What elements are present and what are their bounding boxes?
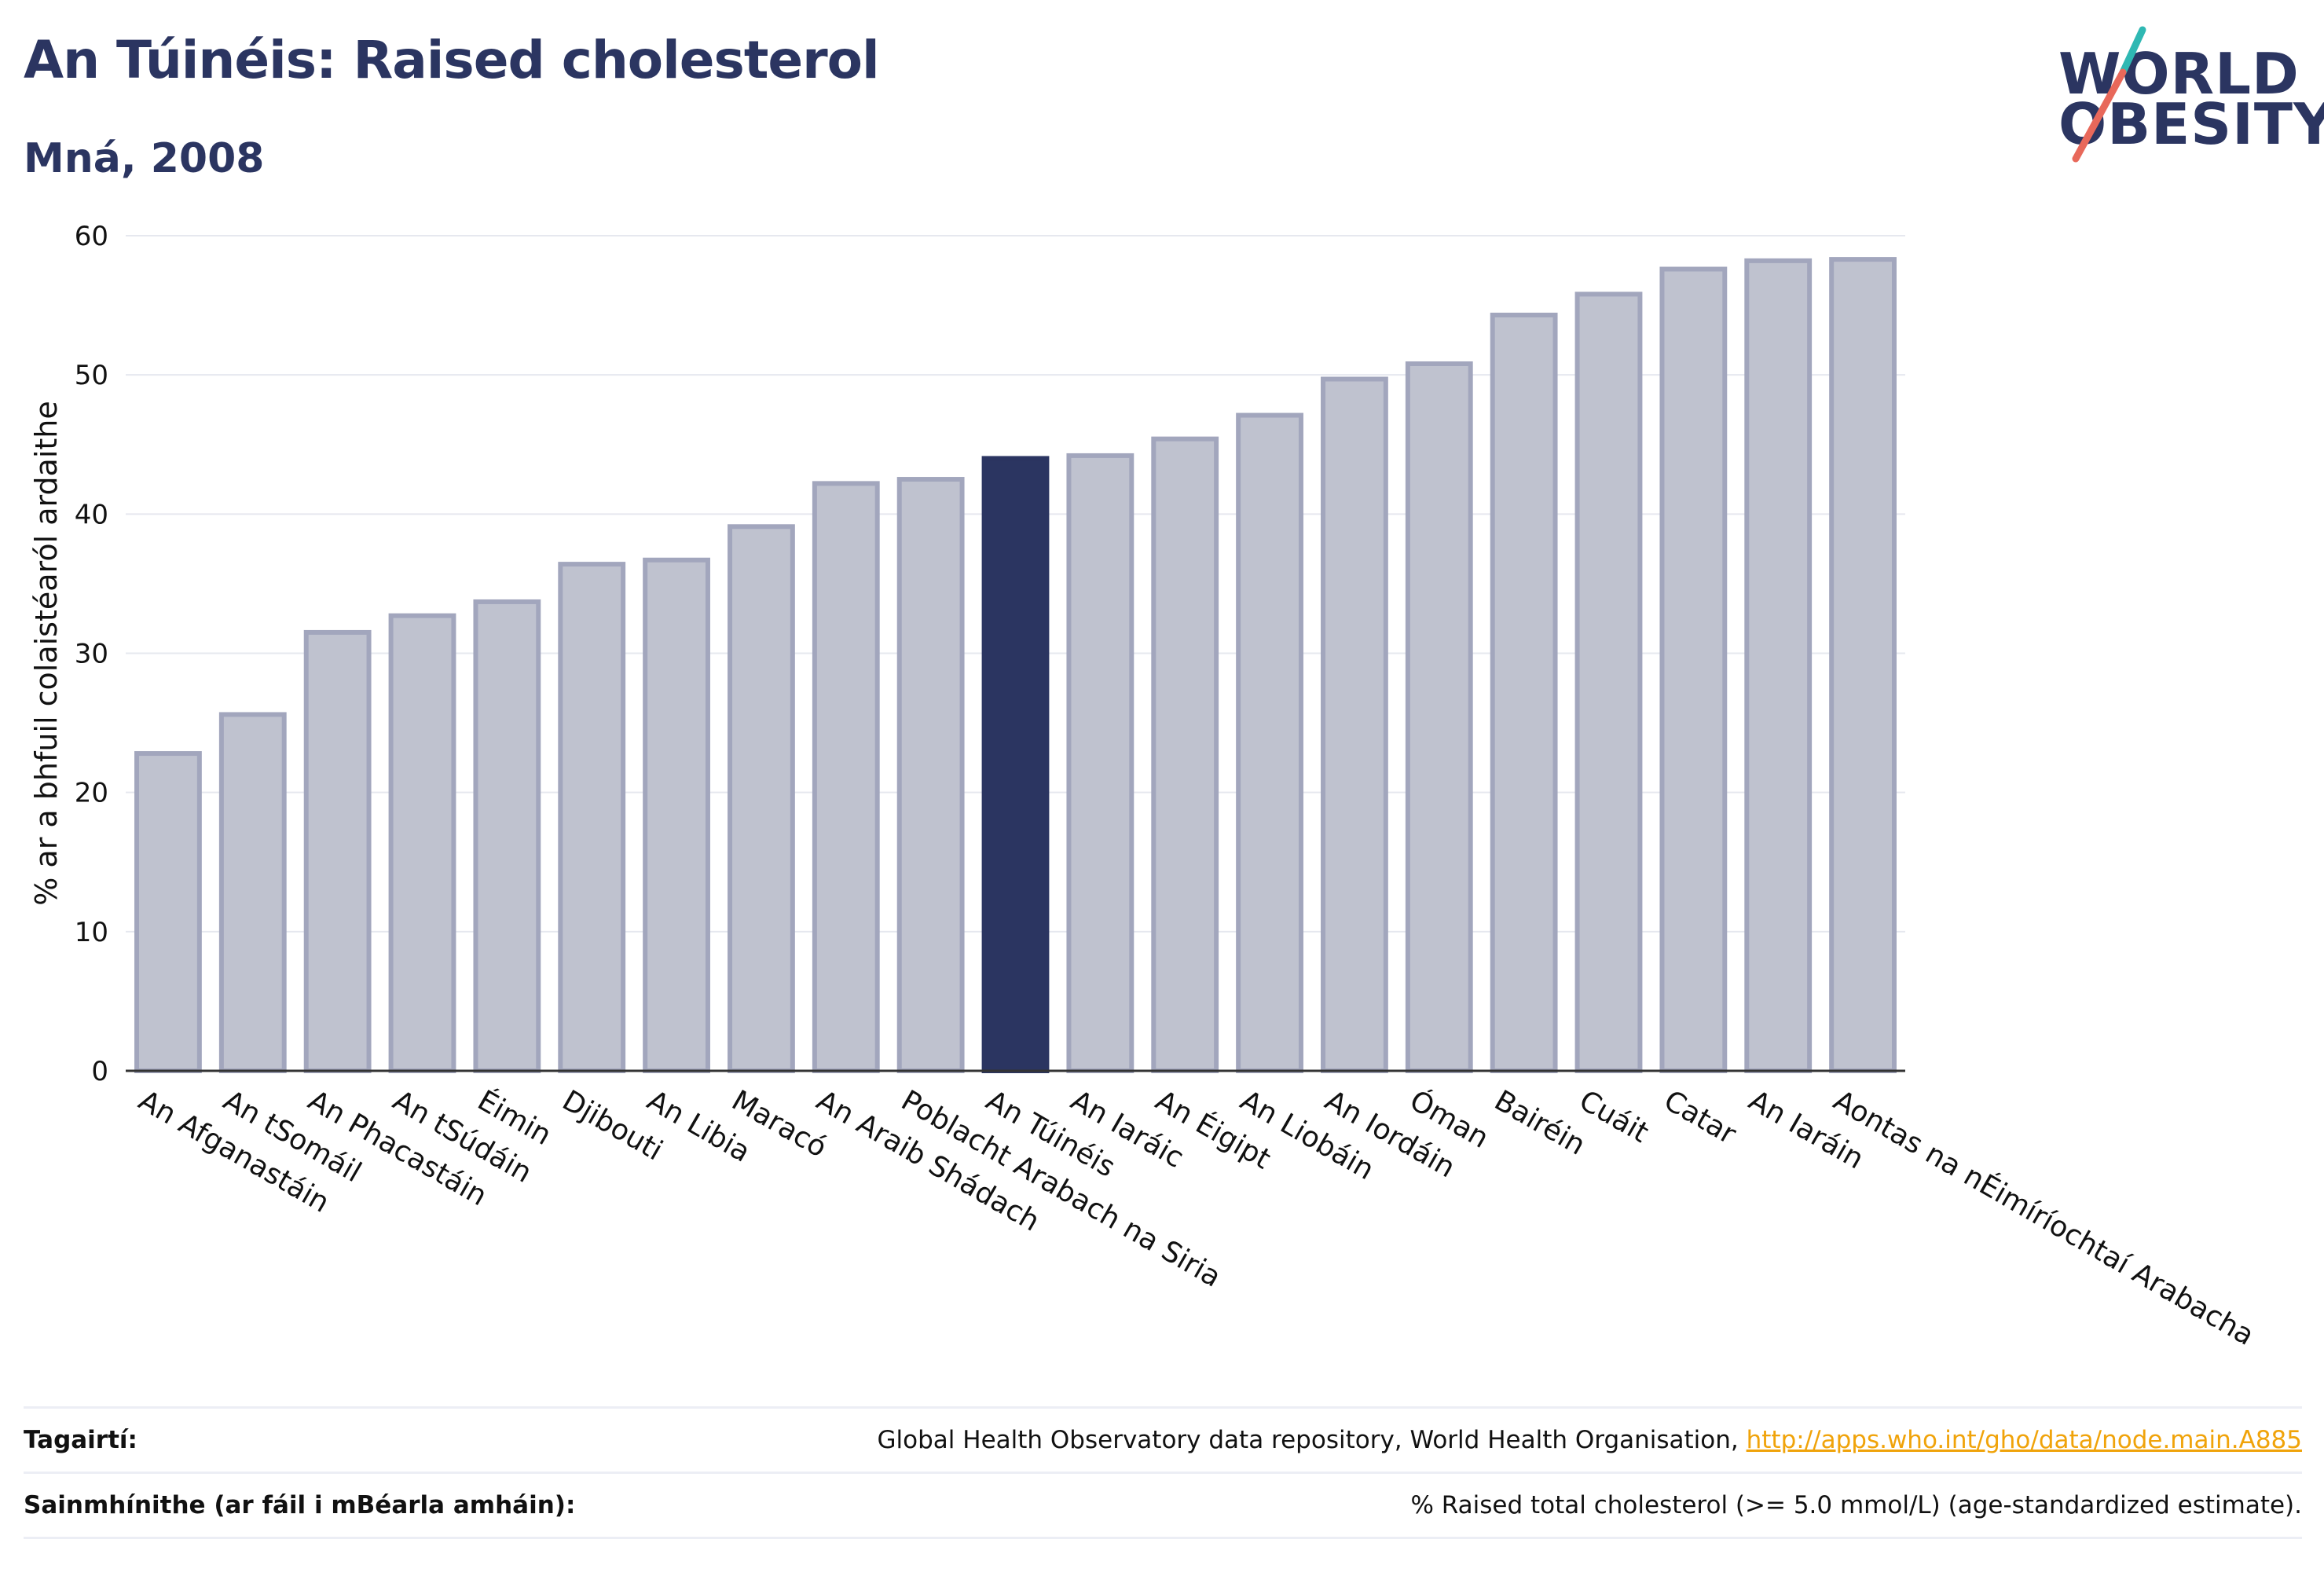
bar	[473, 599, 541, 1073]
x-tick-label: Catar	[1659, 1084, 1742, 1151]
footer-definitions-row: Sainmhínithe (ar fáil i mBéarla amháin):…	[24, 1472, 2302, 1539]
bar	[1490, 312, 1558, 1074]
references-label: Tagairtí:	[24, 1426, 137, 1454]
bar	[388, 613, 456, 1073]
bar	[1829, 257, 1897, 1074]
bar	[1066, 453, 1135, 1073]
bar	[1659, 266, 1728, 1073]
bar	[558, 562, 626, 1073]
y-tick-label: 10	[75, 917, 108, 948]
bar	[1151, 436, 1219, 1073]
definitions-text: % Raised total cholesterol (>= 5.0 mmol/…	[1410, 1491, 2302, 1519]
x-tick-label: Aontas na nÉimíríochtaí Arabacha	[1828, 1083, 2260, 1352]
y-tick-label: 60	[75, 221, 108, 252]
world-obesity-logo: WORLD OBESITY	[2058, 24, 2324, 165]
bar-chart: 0 10 20 30 40 50 60 % ar a bhfuil colaistéaról …	[29, 221, 2260, 1352]
footer-references-row: Tagairtí: Global Health Observatory data…	[24, 1406, 2302, 1472]
chart-subtitle: Mná, 2008	[24, 135, 265, 182]
logo-slash-icon	[2072, 26, 2146, 163]
bar	[1405, 361, 1473, 1073]
bar	[1236, 412, 1303, 1074]
y-tick-label: 30	[75, 639, 108, 670]
x-tick-label: Bairéin	[1489, 1084, 1590, 1161]
y-tick-label: 50	[75, 360, 108, 391]
bar	[981, 456, 1050, 1073]
definitions-label: Sainmhínithe (ar fáil i mBéarla amháin):	[24, 1491, 576, 1519]
bar	[134, 751, 202, 1073]
bar	[812, 481, 880, 1073]
bar	[218, 712, 287, 1073]
bar	[1574, 291, 1643, 1074]
y-tick-label: 40	[75, 499, 108, 530]
bar	[1744, 258, 1813, 1073]
references-text: Global Health Observatory data repositor…	[877, 1426, 1747, 1454]
bar	[303, 629, 372, 1073]
y-axis-label: % ar a bhfuil colaistéaról ardaithe	[29, 401, 64, 906]
footer: Tagairtí: Global Health Observatory data…	[24, 1406, 2302, 1539]
bar	[1321, 376, 1388, 1073]
bar	[643, 557, 710, 1073]
chart-title: An Túinéis: Raised cholesterol	[24, 30, 880, 90]
y-tick-label: 0	[91, 1056, 108, 1087]
bar	[728, 524, 795, 1073]
bar	[896, 477, 965, 1073]
logo-text-world: WORLD	[2058, 41, 2300, 107]
references-value: Global Health Observatory data repositor…	[878, 1426, 2302, 1454]
references-link[interactable]: http://apps.who.int/gho/data/node.main.A…	[1746, 1426, 2302, 1454]
y-tick-label: 20	[75, 778, 108, 809]
